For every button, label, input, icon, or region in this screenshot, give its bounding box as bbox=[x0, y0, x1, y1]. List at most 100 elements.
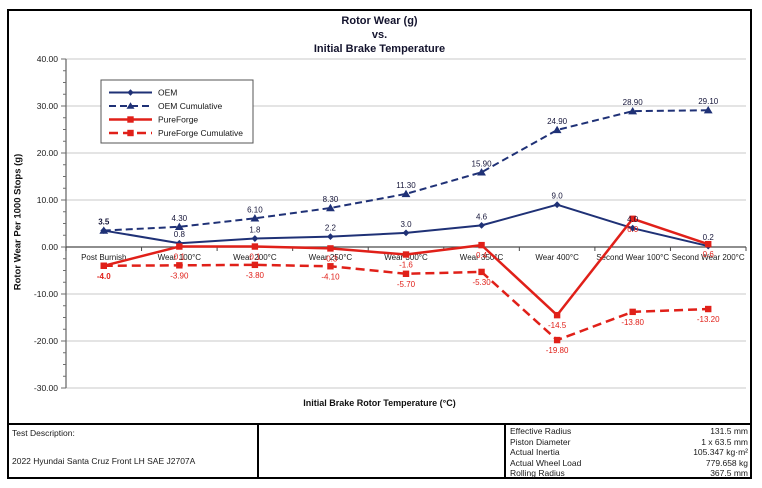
svg-text:Second Wear 200°C: Second Wear 200°C bbox=[672, 253, 745, 262]
svg-text:1.8: 1.8 bbox=[249, 226, 261, 235]
svg-text:-3.90: -3.90 bbox=[170, 271, 189, 280]
svg-text:-3.80: -3.80 bbox=[246, 271, 265, 280]
svg-text:-0.3: -0.3 bbox=[324, 254, 338, 263]
svg-text:Wear 350°C: Wear 350°C bbox=[460, 253, 504, 262]
test-description-cell: Test Description: 2022 Hyundai Santa Cru… bbox=[7, 425, 256, 479]
svg-text:Wear 400°C: Wear 400°C bbox=[535, 253, 579, 262]
spec-label: Piston Diameter bbox=[510, 436, 571, 447]
square-marker bbox=[705, 240, 712, 248]
svg-text:4.0: 4.0 bbox=[627, 215, 639, 224]
svg-text:28.90: 28.90 bbox=[623, 98, 644, 107]
pureforge-cumulative-labels: -3.90 -3.80 -4.10 -5.70 -5.30 -19.80 -13.80 -13… bbox=[170, 271, 720, 355]
gridlines bbox=[66, 58, 746, 389]
spec-value: 779.658 kg bbox=[705, 457, 748, 468]
spec-list: Effective Radius 131.5 mm Piston Diamete… bbox=[506, 425, 752, 479]
svg-text:-5.30: -5.30 bbox=[472, 278, 491, 287]
svg-text:-4.0: -4.0 bbox=[97, 272, 111, 281]
svg-text:10.00: 10.00 bbox=[37, 195, 59, 205]
triangle-marker bbox=[99, 226, 109, 234]
svg-text:8.30: 8.30 bbox=[323, 195, 339, 204]
svg-text:0.1: 0.1 bbox=[174, 253, 186, 262]
test-description-label: Test Description: bbox=[12, 428, 75, 438]
svg-text:30.00: 30.00 bbox=[37, 101, 59, 111]
svg-text:6.0: 6.0 bbox=[627, 225, 639, 234]
svg-text:-4.10: -4.10 bbox=[321, 272, 340, 281]
spec-label: Effective Radius bbox=[510, 426, 572, 436]
pureforge-cumulative-series bbox=[100, 261, 712, 344]
svg-text:3.5: 3.5 bbox=[98, 218, 110, 227]
square-marker bbox=[176, 243, 183, 250]
svg-text:11.30: 11.30 bbox=[396, 181, 416, 190]
svg-text:-20.00: -20.00 bbox=[34, 336, 58, 346]
y-tick-labels: 40.00 30.00 20.00 10.00 0.00 -10.00 -20.00 -30.… bbox=[34, 54, 58, 393]
spec-label: Rolling Radius bbox=[510, 468, 565, 479]
triangle-marker bbox=[250, 214, 260, 222]
svg-text:0.6: 0.6 bbox=[703, 250, 715, 259]
triangle-marker bbox=[703, 106, 713, 114]
rotor-wear-chart: 40.00 30.00 20.00 10.00 0.00 -10.00 -20.00 -30.… bbox=[34, 54, 747, 393]
spec-value: 131.5 mm bbox=[710, 426, 748, 436]
svg-text:-5.70: -5.70 bbox=[397, 280, 416, 289]
svg-text:-1.6: -1.6 bbox=[399, 261, 413, 270]
footer-table: Test Description: 2022 Hyundai Santa Cru… bbox=[7, 423, 752, 479]
square-marker bbox=[251, 243, 259, 250]
svg-text:15.90: 15.90 bbox=[472, 159, 493, 168]
spec-label: Actual Inertia bbox=[510, 447, 560, 458]
chart-title: Rotor Wear (g) vs. Initial Brake Tempera… bbox=[7, 14, 752, 56]
legend-item-label: PureForge Cumulative bbox=[158, 128, 243, 138]
oem-cumulative-series bbox=[99, 106, 713, 234]
x-axis-title: Initial Brake Rotor Temperature (°C) bbox=[303, 398, 456, 408]
diamond-marker bbox=[478, 221, 485, 229]
triangle-marker bbox=[552, 125, 562, 134]
svg-text:3.0: 3.0 bbox=[400, 220, 412, 229]
square-marker bbox=[629, 215, 636, 222]
table-divider-1 bbox=[257, 425, 259, 479]
spec-row-actual-wheel-load: Actual Wheel Load 779.658 kg bbox=[510, 458, 748, 469]
table-divider-2 bbox=[504, 425, 506, 479]
spec-row-piston-diameter: Piston Diameter 1 x 63.5 mm bbox=[510, 437, 748, 448]
chart-title-line3: Initial Brake Temperature bbox=[313, 43, 446, 55]
chart-title-line1: Rotor Wear (g) bbox=[341, 15, 418, 27]
legend-item-label: OEM Cumulative bbox=[158, 101, 223, 111]
legend-item-label: PureForge bbox=[158, 115, 198, 125]
square-marker bbox=[478, 241, 485, 249]
square-marker bbox=[478, 268, 485, 276]
diamond-marker bbox=[553, 201, 561, 209]
spec-label: Actual Wheel Load bbox=[510, 457, 582, 468]
square-marker bbox=[251, 261, 259, 269]
square-marker bbox=[327, 263, 334, 270]
triangle-marker bbox=[174, 222, 184, 230]
spec-row-actual-inertia: Actual Inertia 105.347 kg·m² bbox=[510, 447, 748, 458]
svg-text:Wear 250°C: Wear 250°C bbox=[309, 253, 353, 262]
oem-cumulative-labels: 4.30 6.10 8.30 11.30 15.90 24.90 28.90 29.10 bbox=[172, 97, 719, 223]
oem-series bbox=[100, 201, 712, 250]
square-marker bbox=[402, 251, 410, 258]
svg-text:29.10: 29.10 bbox=[698, 97, 719, 106]
svg-text:-30.00: -30.00 bbox=[34, 383, 58, 393]
pureforge-labels: -4.0 0.1 0.1 -0.3 -1.6 0.4 -14.5 6.0 0.6 bbox=[97, 225, 714, 330]
svg-text:2.2: 2.2 bbox=[325, 224, 337, 233]
diamond-marker bbox=[327, 233, 334, 241]
svg-text:Wear 100°C: Wear 100°C bbox=[158, 253, 202, 262]
square-marker bbox=[629, 308, 636, 316]
svg-text:4.6: 4.6 bbox=[476, 212, 488, 221]
svg-text:Wear 200°C: Wear 200°C bbox=[233, 253, 277, 262]
test-description-value: 2022 Hyundai Santa Cruz Front LH SAE J27… bbox=[12, 456, 196, 466]
report-frame bbox=[7, 9, 752, 479]
square-marker bbox=[176, 262, 183, 269]
diamond-marker bbox=[402, 229, 410, 237]
square-marker bbox=[402, 270, 410, 277]
svg-text:-10.00: -10.00 bbox=[34, 289, 58, 299]
square-marker bbox=[327, 245, 334, 252]
spec-value: 1 x 63.5 mm bbox=[701, 436, 748, 447]
svg-text:-14.5: -14.5 bbox=[548, 321, 567, 330]
triangle-marker bbox=[326, 203, 335, 212]
svg-text:-13.20: -13.20 bbox=[697, 315, 720, 324]
oem-labels: 3.5 0.8 1.8 2.2 3.0 4.6 9.0 4.0 0.2 bbox=[98, 192, 714, 242]
triangle-marker bbox=[628, 106, 638, 115]
svg-text:0.8: 0.8 bbox=[174, 230, 186, 239]
square-marker bbox=[553, 311, 561, 319]
chart-title-line2: vs. bbox=[371, 29, 388, 41]
legend-item-label: OEM bbox=[158, 88, 177, 98]
svg-text:9.0: 9.0 bbox=[552, 192, 564, 201]
